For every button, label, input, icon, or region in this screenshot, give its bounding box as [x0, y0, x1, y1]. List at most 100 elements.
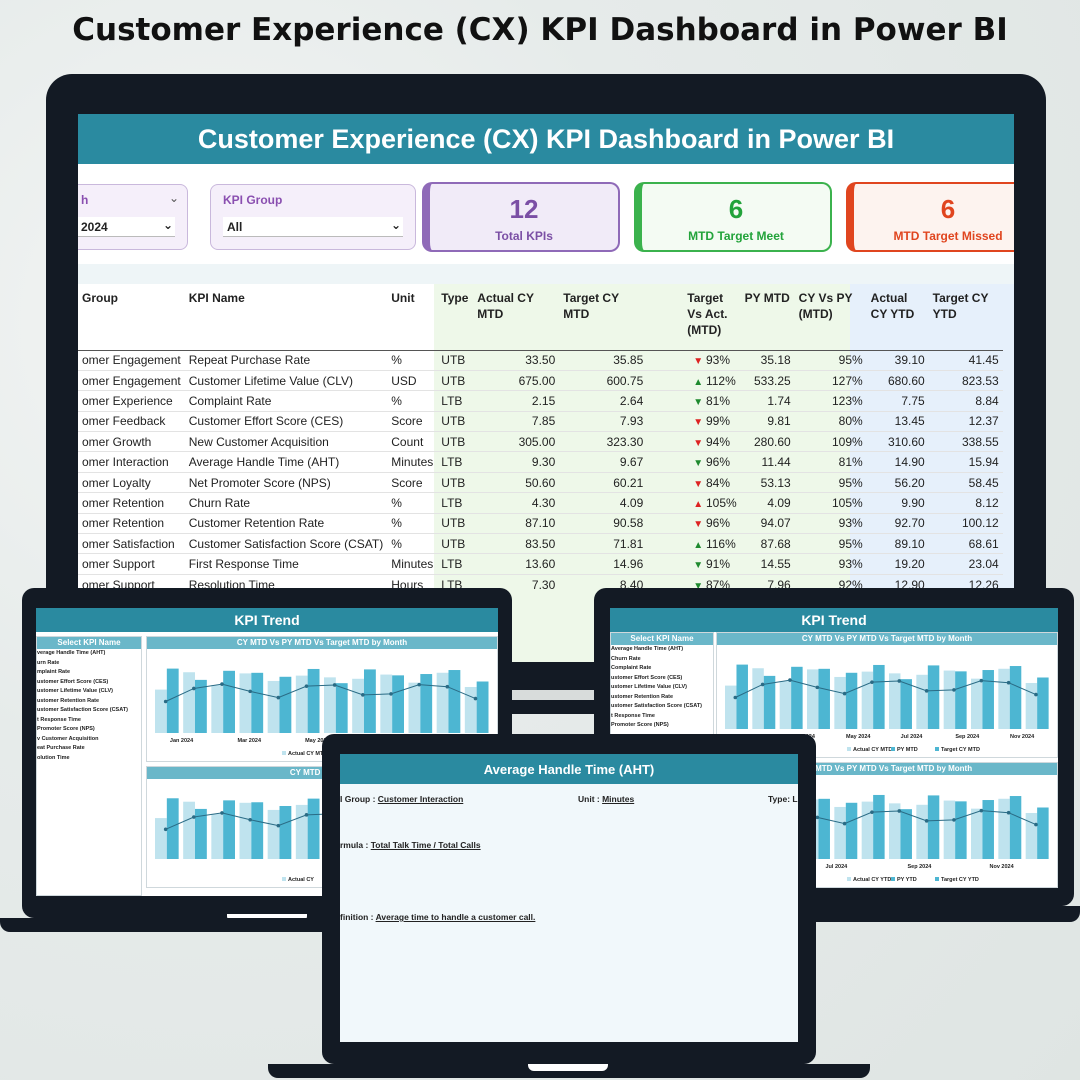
table-row[interactable]: omer Interaction Average Handle Time (AHT… — [78, 451, 1003, 473]
col-target-cy-ytd[interactable]: Target CY YTD — [932, 291, 989, 321]
point — [361, 693, 365, 697]
table-row[interactable]: omer Retention Customer Retention Rate% UT… — [78, 512, 1003, 534]
kpi-list-item[interactable]: ustomer Retention Rate — [611, 693, 674, 700]
kpi-list-item[interactable]: ustomer Effort Score (CES) — [37, 678, 109, 685]
point — [788, 678, 792, 682]
left-select-header: Select KPI Name — [37, 637, 141, 649]
cell-tgt-mtd: 71.81 — [559, 533, 648, 554]
bar — [194, 808, 207, 859]
point — [842, 821, 847, 826]
divider-band — [78, 264, 1014, 284]
kpi-list-item[interactable]: t Response Time — [37, 716, 81, 723]
cell-act-mtd: 13.60 — [473, 553, 560, 575]
bar — [183, 672, 195, 733]
col-group[interactable]: Group — [82, 291, 118, 305]
point — [192, 686, 196, 691]
total-kpis-value: 12 — [509, 194, 539, 224]
kpi-list-item[interactable]: Promoter Score (NPS) — [37, 726, 95, 732]
triangle-up-icon: ▲ — [693, 376, 706, 388]
cell-cvp: 95% — [794, 533, 867, 554]
kpi-list-item[interactable]: Churn Rate — [611, 655, 641, 662]
point — [248, 689, 252, 694]
aht-unit-line: Unit : Minutes — [578, 794, 634, 804]
cell-act-mtd: 87.10 — [473, 512, 560, 534]
kpi-group-slicer[interactable]: KPI Group All ⌄ — [210, 184, 416, 250]
kpi-list-item[interactable]: mplaint Rate — [37, 669, 71, 675]
table-row[interactable]: omer Loyalty Net Promoter Score (NPS) Scor… — [78, 471, 1003, 493]
point — [417, 682, 421, 687]
cell-tva: ▼ 84% — [647, 471, 741, 493]
cell-unit: Minutes — [387, 553, 438, 575]
cell-unit: Minutes — [387, 451, 438, 473]
point — [952, 818, 956, 822]
aht-group-label: I Group : — [340, 794, 376, 804]
col-cy-vs-py[interactable]: CY Vs PY (MTD) — [798, 291, 853, 321]
table-row[interactable]: omer Growth New Customer Acquisition Count… — [78, 431, 1003, 452]
bar — [279, 676, 292, 733]
cell-act-ytd: 89.10 — [866, 533, 929, 554]
triangle-down-icon: ▼ — [693, 580, 706, 592]
col-type[interactable]: Type — [441, 291, 469, 305]
col-actual-cy-mtd[interactable]: Actual CY MTD — [477, 291, 534, 321]
cell-tgt-ytd: 338.55 — [928, 431, 1003, 452]
table-row[interactable]: omer Feedback Customer Effort Score (CES)… — [78, 410, 1003, 432]
kpi-list-item[interactable]: olution Time — [37, 754, 70, 761]
cell-tgt-ytd: 23.04 — [928, 553, 1003, 575]
kpi-list-item[interactable]: ustomer Lifetime Value (CLV) — [37, 688, 113, 694]
col-target-vs-act[interactable]: Target Vs Act. (MTD) — [687, 291, 728, 337]
col-unit[interactable]: Unit — [391, 291, 415, 305]
kpi-list-item[interactable]: urn Rate — [37, 659, 60, 666]
kpi-list-item[interactable]: t Response Time — [611, 712, 655, 719]
bar — [900, 809, 912, 859]
triangle-down-icon: ▼ — [693, 458, 706, 470]
cell-unit: USD — [387, 369, 438, 391]
table-row[interactable]: omer Support First Response Time Minutes LT… — [78, 553, 1003, 575]
legend-label: Actual CY — [288, 877, 314, 883]
kpi-list-item[interactable]: Promoter Score (NPS) — [611, 722, 669, 728]
legend-swatch — [935, 747, 939, 751]
cell-name: Customer Retention Rate — [184, 512, 388, 534]
aht-group-value: Customer Interaction — [377, 794, 464, 804]
triangle-up-icon: ▲ — [693, 539, 706, 551]
bar — [223, 670, 235, 733]
kpi-group-value[interactable]: All ⌄ — [223, 217, 403, 237]
col-target-cy-mtd[interactable]: Target CY MTD — [563, 291, 619, 321]
cell-tgt-mtd: 600.75 — [559, 369, 648, 391]
year-slicer[interactable]: h ⌄ 2024 ⌄ — [78, 184, 188, 250]
table-row[interactable]: omer Satisfaction Customer Satisfaction S… — [78, 533, 1003, 554]
table-row[interactable]: omer Engagement Repeat Purchase Rate% UTB 3… — [78, 349, 1003, 371]
cell-group: omer Experience — [78, 390, 185, 412]
table-row[interactable]: omer Experience Complaint Rate% LTB 2.15 2.6… — [78, 390, 1003, 412]
aht-group-line: I Group : Customer Interaction — [340, 794, 463, 804]
col-kpi-name[interactable]: KPI Name — [188, 291, 245, 305]
kpi-list-item[interactable]: ustomer Effort Score (CES) — [611, 674, 683, 681]
cell-py-mtd: 1.74 — [740, 390, 795, 412]
kpi-list-item[interactable]: eat Purchase Rate — [37, 745, 85, 751]
kpi-list-item[interactable]: Complaint Rate — [611, 665, 652, 671]
kpi-list-item[interactable]: ustomer Lifetime Value (CLV) — [611, 684, 687, 690]
triangle-down-icon: ▼ — [693, 396, 706, 408]
cell-act-mtd: 7.85 — [473, 410, 560, 432]
kpi-list-item[interactable]: v Customer Acquisition — [37, 735, 99, 742]
kpi-list-item[interactable]: ustomer Satisfaction Score (CSAT) — [37, 707, 128, 713]
kpi-list-item[interactable]: ustomer Satisfaction Score (CSAT) — [611, 703, 702, 709]
table-row[interactable]: omer Retention Churn Rate% LTB 4.30 4.09 ▲ 10… — [78, 492, 1003, 514]
cell-tgt-mtd: 2.64 — [559, 390, 648, 412]
month-tick-label: Sep 2024 — [908, 864, 933, 870]
cell-py-mtd: 533.25 — [740, 369, 795, 391]
cell-tva: ▲ 112% — [647, 369, 741, 391]
col-py-mtd[interactable]: PY MTD — [744, 291, 790, 305]
kpi-list-item[interactable]: Average Handle Time (AHT) — [611, 646, 684, 652]
kpi-list-item[interactable]: ustomer Retention Rate — [37, 697, 100, 704]
year-slicer-value[interactable]: 2024 ⌄ — [78, 217, 175, 237]
point — [760, 682, 765, 687]
month-tick-label: Nov 2024 — [1010, 734, 1035, 740]
table-row[interactable]: omer Engagement Customer Lifetime Value (… — [78, 369, 1003, 391]
bar — [982, 800, 994, 859]
kpi-list-item[interactable]: verage Handle Time (AHT) — [37, 650, 106, 656]
kpi-group-label: KPI Group — [223, 193, 283, 207]
target-vs-act-value: 96% — [705, 455, 730, 470]
col-actual-cy-ytd[interactable]: Actual CY YTD — [870, 291, 915, 321]
